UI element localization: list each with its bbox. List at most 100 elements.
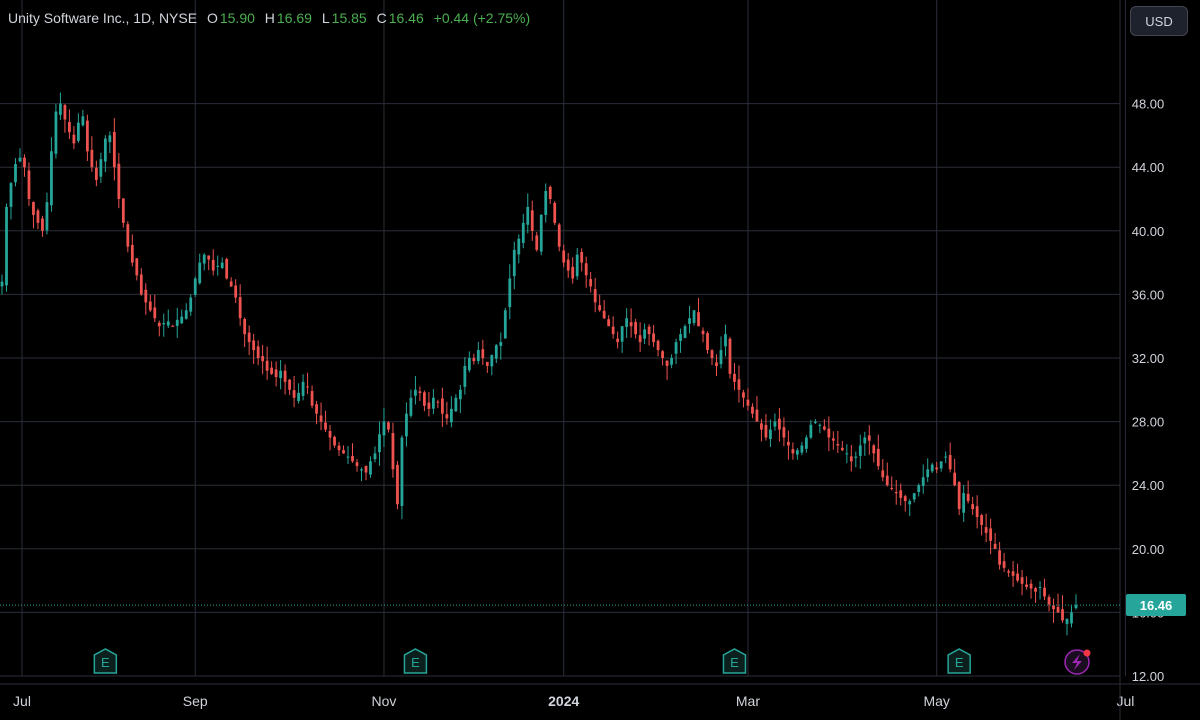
candle[interactable] — [288, 378, 291, 396]
candle[interactable] — [512, 241, 516, 290]
candle[interactable] — [831, 431, 835, 450]
candle[interactable] — [54, 103, 58, 159]
candle[interactable] — [171, 324, 175, 327]
candle[interactable] — [602, 299, 606, 320]
candle[interactable] — [975, 495, 979, 529]
candle[interactable] — [643, 323, 646, 345]
candle[interactable] — [45, 192, 49, 235]
earnings-marker[interactable]: E — [93, 648, 118, 674]
candle[interactable] — [387, 421, 390, 433]
candle[interactable] — [310, 385, 314, 409]
candle[interactable] — [804, 435, 808, 453]
candle[interactable] — [400, 435, 404, 520]
candle[interactable] — [710, 348, 714, 366]
candle[interactable] — [845, 444, 849, 464]
candle[interactable] — [306, 372, 309, 394]
candle[interactable] — [625, 308, 629, 338]
candle[interactable] — [998, 541, 1001, 570]
candle[interactable] — [440, 387, 444, 427]
candle[interactable] — [328, 425, 332, 451]
candle[interactable] — [1034, 586, 1037, 603]
candle[interactable] — [867, 425, 871, 455]
candle[interactable] — [589, 271, 593, 293]
candle[interactable] — [1065, 618, 1069, 636]
candle[interactable] — [993, 533, 997, 550]
candle[interactable] — [225, 257, 229, 280]
candle[interactable] — [872, 444, 876, 463]
candle[interactable] — [279, 359, 283, 390]
candle[interactable] — [715, 354, 718, 377]
candle[interactable] — [971, 496, 975, 515]
candle[interactable] — [683, 324, 687, 339]
candle[interactable] — [953, 458, 957, 487]
candle[interactable] — [553, 200, 557, 225]
candle[interactable] — [620, 325, 624, 353]
candle[interactable] — [157, 320, 161, 337]
candle[interactable] — [521, 213, 525, 249]
candle[interactable] — [18, 148, 22, 163]
candle[interactable] — [490, 354, 494, 376]
candle[interactable] — [68, 109, 71, 139]
candle[interactable] — [948, 442, 952, 473]
candle[interactable] — [751, 403, 754, 419]
candle[interactable] — [769, 419, 772, 447]
candle[interactable] — [252, 333, 256, 364]
candle[interactable] — [526, 193, 530, 234]
candle[interactable] — [360, 467, 363, 482]
candle[interactable] — [858, 434, 862, 469]
candle[interactable] — [894, 479, 898, 505]
candle[interactable] — [827, 416, 831, 452]
candle[interactable] — [665, 360, 669, 380]
candle[interactable] — [966, 480, 970, 504]
candle[interactable] — [674, 338, 678, 365]
candle[interactable] — [247, 325, 251, 356]
candle[interactable] — [854, 451, 858, 468]
candle[interactable] — [881, 459, 885, 482]
candle[interactable] — [274, 361, 278, 387]
candle[interactable] — [724, 324, 727, 357]
candle[interactable] — [607, 315, 611, 327]
candle[interactable] — [1002, 553, 1006, 573]
candle[interactable] — [319, 402, 323, 431]
candle[interactable] — [494, 344, 498, 364]
candle[interactable] — [23, 154, 26, 177]
candle[interactable] — [661, 349, 664, 366]
candle[interactable] — [153, 294, 157, 323]
candle[interactable] — [202, 253, 206, 271]
candle[interactable] — [787, 430, 790, 460]
candle[interactable] — [301, 374, 305, 401]
candle[interactable] — [944, 451, 948, 463]
candle[interactable] — [396, 460, 399, 510]
candle[interactable] — [1043, 578, 1046, 601]
lightning-icon[interactable] — [1064, 649, 1091, 675]
candle[interactable] — [85, 114, 89, 162]
candle[interactable] — [351, 443, 354, 463]
candle[interactable] — [5, 203, 8, 292]
candle[interactable] — [36, 208, 40, 230]
candle[interactable] — [180, 309, 184, 324]
candle[interactable] — [265, 346, 269, 380]
candle[interactable] — [773, 413, 777, 431]
candle[interactable] — [679, 328, 682, 353]
candle[interactable] — [903, 494, 907, 512]
candle[interactable] — [939, 461, 943, 472]
candle[interactable] — [261, 344, 265, 375]
candle[interactable] — [1016, 563, 1019, 583]
candle[interactable] — [912, 493, 916, 503]
candlestick-series[interactable] — [0, 92, 1078, 636]
earnings-marker[interactable]: E — [722, 648, 747, 674]
candle[interactable] — [692, 310, 696, 326]
candle[interactable] — [742, 389, 745, 408]
candle[interactable] — [652, 325, 655, 348]
candle[interactable] — [503, 307, 507, 339]
candle[interactable] — [611, 316, 615, 339]
candle[interactable] — [485, 361, 489, 373]
candle[interactable] — [813, 419, 817, 425]
candle[interactable] — [432, 389, 435, 415]
candle[interactable] — [346, 445, 350, 465]
candle[interactable] — [220, 257, 224, 270]
candle[interactable] — [571, 257, 575, 284]
candle[interactable] — [414, 376, 417, 405]
